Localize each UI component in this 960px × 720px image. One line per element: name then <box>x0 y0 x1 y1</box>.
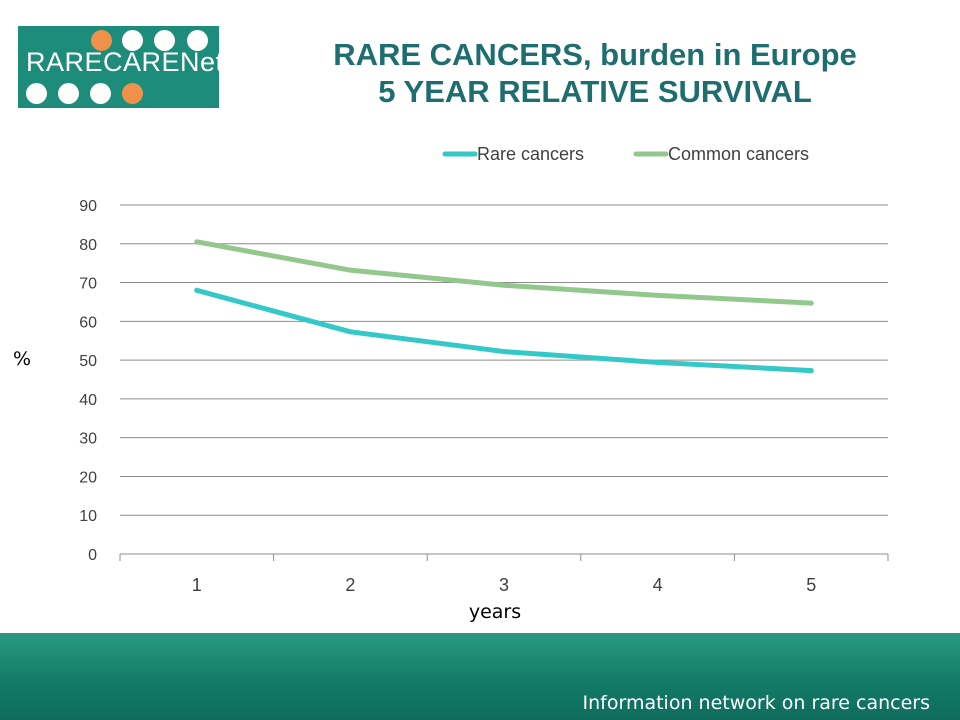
logo-text: RARECARENet <box>26 47 219 77</box>
survival-line-chart: 0 10 20 30 40 50 60 70 80 90 1 2 3 4 5 years% Rare cance… <box>13 144 889 623</box>
logo-dot-icon <box>187 30 208 51</box>
data-point <box>808 368 814 374</box>
y-tick-label: 20 <box>79 469 97 486</box>
x-tick-label: 1 <box>192 575 202 595</box>
y-tick-label: 60 <box>79 314 97 331</box>
logo-dot-icon <box>91 30 112 51</box>
data-point <box>655 359 661 365</box>
x-tick-label: 4 <box>653 575 663 595</box>
y-tick-label: 10 <box>79 508 97 525</box>
y-tick-label: 90 <box>79 198 97 215</box>
logo-dot-icon <box>90 83 111 104</box>
logo-dot-icon <box>26 83 47 104</box>
y-tick-label: 30 <box>79 431 97 448</box>
data-point <box>347 329 353 335</box>
x-tick-label: 2 <box>345 575 355 595</box>
data-point <box>808 300 814 306</box>
logo-dot-icon <box>122 30 143 51</box>
data-point <box>194 239 200 245</box>
slide-title: RARE CANCERS, burden in Europe 5 YEAR RE… <box>250 36 940 110</box>
x-tick-label: 3 <box>499 575 509 595</box>
x-axis-label: years <box>469 601 521 623</box>
y-tick-label: 80 <box>79 237 97 254</box>
legend-entry: Common cancers <box>668 144 809 164</box>
rarecarenet-logo: RARECARENet <box>18 26 219 108</box>
x-tick-label: 5 <box>806 575 816 595</box>
series-line-common-cancers <box>194 239 814 306</box>
y-tick-label: 70 <box>79 276 97 293</box>
logo-dot-icon <box>58 83 79 104</box>
footer-text: Information network on rare cancers <box>582 692 930 714</box>
data-point <box>347 267 353 273</box>
logo-dot-icon <box>122 83 143 104</box>
y-axis-label: % <box>13 348 31 370</box>
series-line-rare-cancers <box>194 287 814 374</box>
data-point <box>194 287 200 293</box>
footer-bar: Information network on rare cancers <box>0 633 960 720</box>
legend-entry: Rare cancers <box>477 144 584 164</box>
y-tick-label: 0 <box>88 547 97 564</box>
y-tick-label: 50 <box>79 353 97 370</box>
y-tick-label: 40 <box>79 392 97 409</box>
title-line-2: 5 YEAR RELATIVE SURVIVAL <box>378 74 812 109</box>
data-point <box>501 282 507 288</box>
logo-dot-icon <box>154 30 175 51</box>
title-line-1: RARE CANCERS, burden in Europe <box>333 37 857 72</box>
data-point <box>655 292 661 298</box>
data-point <box>501 349 507 355</box>
